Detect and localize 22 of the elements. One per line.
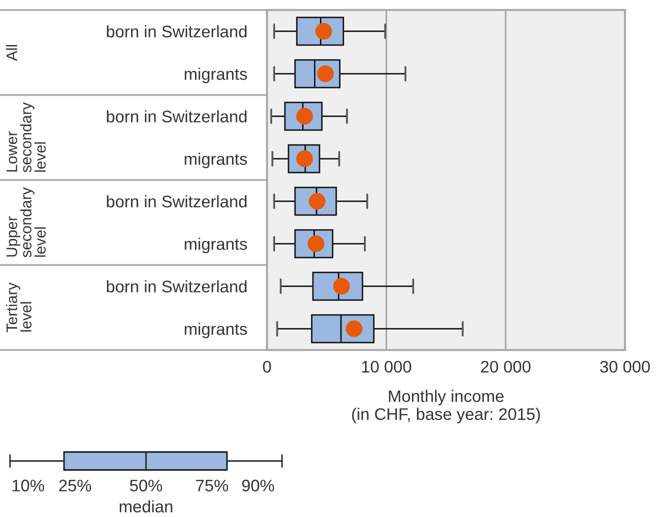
y-tick-label: migrants [184,322,247,338]
x-tick-label: 30 000 [600,360,650,373]
y-tick-label: born in Switzerland [106,280,246,292]
text: 75% [196,480,228,492]
text: 10% [12,480,44,492]
x-axis-title: Monthly income (in CHF, base year: 2015) [352,390,540,424]
y-tick-label: born in Switzerland [106,110,246,122]
x-tick-label: 0 [263,360,271,373]
text: All [6,45,18,61]
x-tick-label: 10 000 [362,360,412,373]
y-tick-label: migrants [184,238,247,254]
y-tick-label: born in Switzerland [106,25,246,38]
y-tick-label: born in Switzerland [106,195,246,208]
text: median [120,500,172,512]
text: 90% [242,480,274,492]
text: 50% [130,480,162,492]
y-tick-label: migrants [184,152,247,168]
text: Upper secondary level [6,187,46,258]
x-tick-label: 20 000 [481,360,531,373]
text: 25% [59,480,92,492]
y-tick-label: migrants [184,68,247,84]
text: Tertiary level [6,282,32,332]
